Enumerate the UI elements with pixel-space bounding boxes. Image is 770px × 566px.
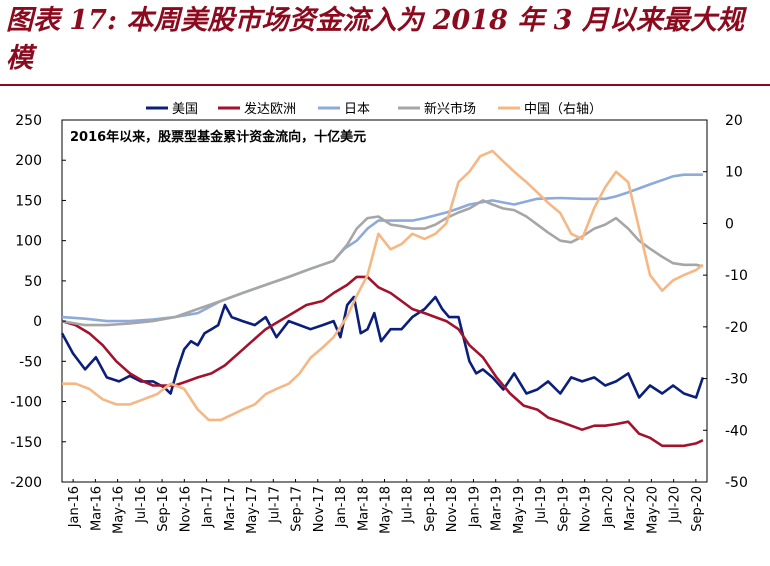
x-tick-label: Mar-17 — [223, 486, 238, 531]
x-tick-label: Jan-20 — [601, 486, 616, 528]
x-tick-label: Jan-16 — [67, 486, 82, 528]
chart-annotation: 2016年以来，股票型基金累计资金流向，十亿美元 — [70, 129, 366, 145]
y-left-tick-label: -50 — [19, 354, 42, 370]
x-tick-label: Nov-17 — [312, 486, 327, 532]
y-right-tick-label: 10 — [725, 165, 743, 181]
x-tick-label: Nov-19 — [579, 486, 594, 532]
y-left-tick-label: 50 — [24, 274, 42, 290]
series-group — [60, 149, 705, 448]
x-tick-label: Mar-20 — [623, 486, 638, 531]
series-line — [62, 149, 704, 422]
y-right-tick-label: -30 — [725, 372, 748, 388]
x-tick-label: Nov-16 — [178, 486, 193, 532]
y-right-tick-label: 20 — [725, 113, 743, 129]
figure-title: 图表 17: 本周美股市场资金流入为 2018 年 3 月以来最大规模 — [6, 5, 744, 74]
x-axis: Jan-16 Mar-16 May-16 Jul-16 Sep-16 Nov-16 Jan-… — [67, 479, 705, 534]
x-tick-label: Sep-16 — [156, 486, 171, 532]
y-right-tick-label: -20 — [725, 320, 748, 336]
x-tick-label: Mar-18 — [356, 486, 371, 531]
y-left-tick-label: 250 — [15, 113, 42, 129]
x-tick-label: Jan-18 — [334, 486, 349, 528]
x-tick-label: Jul-17 — [267, 486, 282, 524]
legend-label: 美国 — [172, 102, 198, 117]
y-right-tick-label: -40 — [725, 423, 748, 439]
x-tick-label: May-16 — [112, 486, 127, 534]
x-tick-label: Jan-19 — [467, 486, 482, 528]
x-tick-label: Jul-18 — [401, 486, 416, 524]
y-left-tick-label: -100 — [10, 395, 42, 411]
y-left-tick-label: 200 — [15, 153, 42, 169]
series-line — [60, 295, 705, 399]
x-tick-label: Mar-16 — [89, 486, 104, 531]
x-tick-label: May-20 — [645, 486, 660, 534]
x-tick-label: Sep-18 — [423, 486, 438, 532]
legend-label: 发达欧洲 — [244, 101, 296, 117]
x-tick-label: Sep-19 — [556, 486, 571, 532]
legend: 美国 发达欧洲 日本 新兴市场 中国（右轴） — [146, 101, 602, 117]
x-tick-label: May-19 — [512, 486, 527, 534]
x-tick-label: Jul-19 — [534, 486, 549, 524]
y-axis-left: 250 200 150 100 50 0 -50 -100 -150 -200 — [10, 113, 66, 491]
y-left-tick-label: -200 — [10, 475, 42, 491]
series-line — [61, 199, 704, 327]
x-tick-label: May-17 — [245, 486, 260, 534]
series-line — [61, 275, 704, 448]
legend-label: 新兴市场 — [424, 101, 476, 117]
x-tick-label: Jul-16 — [134, 486, 149, 524]
x-tick-label: Mar-19 — [490, 486, 505, 531]
x-tick-label: Jan-17 — [201, 486, 216, 528]
x-tick-label: Nov-18 — [445, 486, 460, 532]
x-tick-label: Sep-20 — [690, 486, 705, 532]
y-left-tick-label: 100 — [15, 234, 42, 250]
x-tick-label: Sep-17 — [290, 486, 305, 532]
legend-label: 日本 — [344, 102, 370, 117]
plot-frame — [61, 119, 708, 483]
y-left-tick-label: 0 — [33, 314, 42, 330]
title-divider — [0, 84, 770, 86]
x-tick-label: May-18 — [379, 486, 394, 534]
y-axis-right: 20 10 0 -10 -20 -30 -40 -50 — [703, 113, 748, 491]
y-right-tick-label: -50 — [725, 475, 748, 491]
y-right-tick-label: 0 — [725, 216, 734, 232]
y-left-tick-label: 150 — [15, 193, 42, 209]
series-line — [61, 173, 703, 323]
legend-label: 中国（右轴） — [524, 102, 602, 117]
y-left-tick-label: -150 — [10, 435, 42, 451]
x-tick-label: Jul-20 — [668, 486, 683, 524]
y-right-tick-label: -10 — [725, 268, 748, 284]
